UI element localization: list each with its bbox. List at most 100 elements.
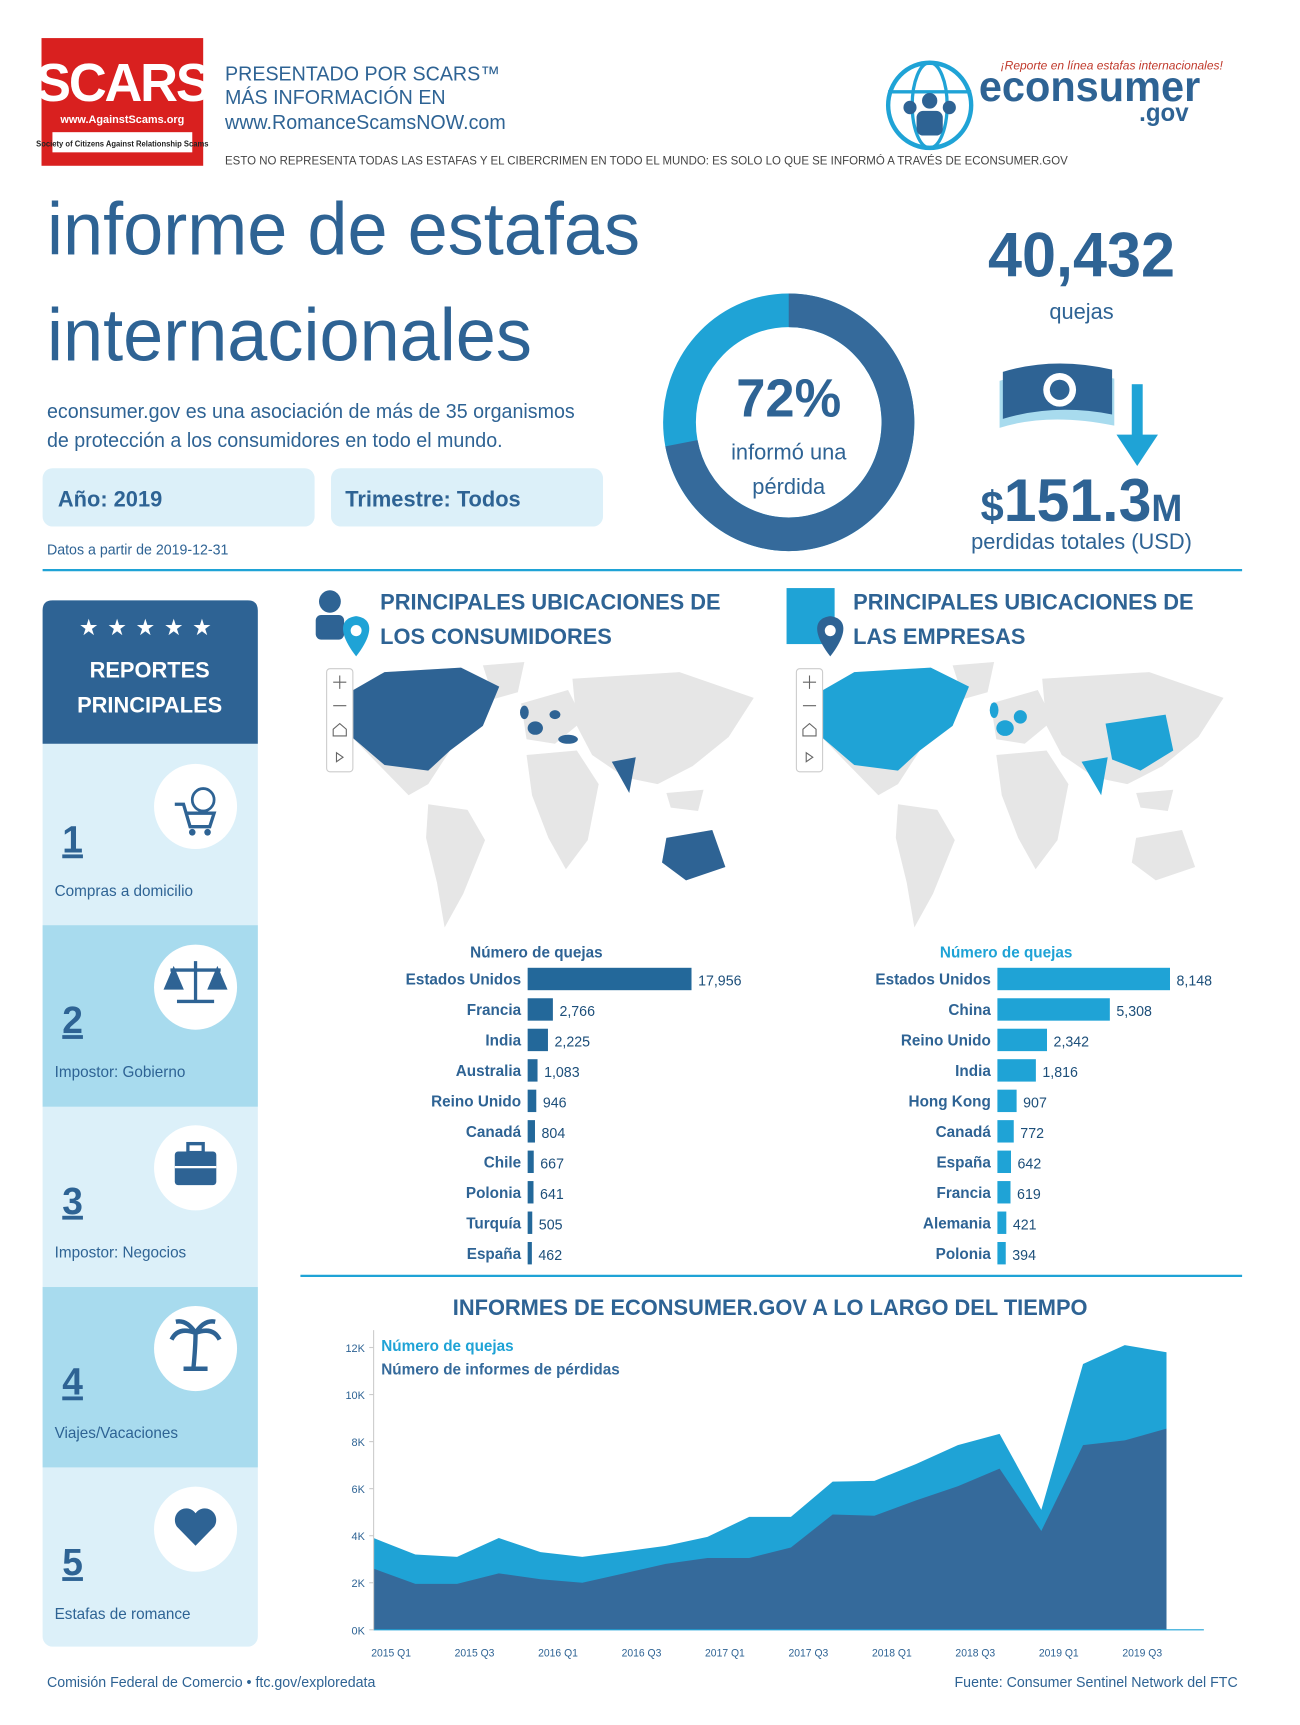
consumer-map: [329, 661, 754, 928]
zoom-icons[interactable]: [802, 675, 817, 763]
category-label: Chile: [484, 1154, 522, 1171]
bar: [527, 1211, 533, 1234]
category-label: Alemania: [923, 1215, 991, 1232]
category-label: Reino Unido: [431, 1093, 521, 1110]
donut-segment: [665, 293, 915, 552]
category-label: Turquía: [466, 1215, 521, 1232]
zoom-controls[interactable]: [795, 668, 824, 773]
filter-label[interactable]: Año: 2019: [58, 486, 162, 511]
money-icon: [999, 363, 1158, 466]
sidebar-title: REPORTES: [90, 657, 210, 682]
highlight-region: [1013, 710, 1027, 724]
complaints-label: quejas: [1049, 299, 1113, 324]
value-label: 772: [1020, 1126, 1044, 1142]
losses-label: perdidas totales (USD): [971, 529, 1192, 554]
bar: [527, 1059, 538, 1082]
highlight-region: [558, 734, 578, 744]
report-label: Estafas de romance: [55, 1606, 191, 1623]
category-label: China: [948, 1002, 991, 1019]
cart-icon: [174, 802, 217, 829]
palm-icon: [169, 1319, 222, 1372]
person-icon: [942, 100, 956, 115]
presented-line: www.RomanceScamsNOW.com: [224, 112, 506, 134]
logo-text: SCARS: [36, 53, 209, 113]
report-label: Compras a domicilio: [55, 883, 193, 900]
category-label: Polonia: [466, 1185, 522, 1202]
category-label: India: [485, 1032, 521, 1049]
x-tick-label: 2017 Q1: [705, 1648, 745, 1660]
category-label: Canadá: [466, 1124, 522, 1141]
category-label: Australia: [456, 1063, 522, 1080]
wheel: [188, 828, 196, 836]
bar: [997, 1059, 1036, 1082]
heart-icon: [174, 1508, 217, 1546]
report-rank: 3: [62, 1179, 83, 1222]
bar: [997, 1150, 1011, 1173]
consumer-bar-chart: Número de quejas Estados Unidos 17,956 Fran…: [406, 945, 741, 1265]
complaints-value: 40,432: [988, 221, 1175, 291]
x-tick-label: 2016 Q3: [622, 1648, 662, 1660]
sidebar-header: [42, 600, 258, 744]
highlight-region: [989, 702, 999, 719]
y-tick-label: 4K: [352, 1531, 366, 1543]
category-label: Estados Unidos: [406, 971, 521, 988]
value-label: 505: [539, 1217, 563, 1233]
losses-prefix: $: [981, 482, 1004, 530]
category-label: Francia: [467, 1002, 522, 1019]
timeline-title: INFORMES DE ECONSUMER.GOV A LO LARGO DEL…: [453, 1295, 1088, 1320]
category-label: Estados Unidos: [875, 971, 990, 988]
map-title: LAS EMPRESAS: [853, 624, 1025, 649]
map-title: PRINCIPALES UBICACIONES DE: [380, 589, 720, 614]
x-tick-label: 2017 Q3: [789, 1648, 829, 1660]
consumer-map-icon: [315, 590, 370, 657]
description: de protección a los consumidores en todo…: [47, 430, 503, 452]
filter-box[interactable]: [42, 468, 315, 527]
value-label: 421: [1013, 1217, 1037, 1233]
bar: [997, 1211, 1007, 1234]
category-label: Reino Unido: [901, 1032, 991, 1049]
bar: [527, 1242, 532, 1265]
filter-label[interactable]: Trimestre: Todos: [345, 486, 520, 511]
wheel: [204, 828, 211, 836]
filter-box[interactable]: [331, 468, 604, 527]
business-map-icon: [786, 588, 844, 657]
legend-entry: Número de quejas: [381, 1338, 513, 1355]
x-tick-label: 2018 Q3: [955, 1648, 995, 1660]
value-label: 667: [540, 1156, 564, 1172]
highlight-region: [1081, 757, 1108, 796]
zoom-icons[interactable]: [332, 675, 347, 763]
person-icon: [922, 92, 938, 109]
y-tick-label: 8K: [352, 1437, 366, 1449]
category-label: Hong Kong: [909, 1093, 991, 1110]
value-label: 641: [540, 1187, 564, 1203]
down-arrow: [1131, 384, 1143, 438]
presented-line: PRESENTADO POR SCARS™: [225, 63, 500, 85]
highlight-region: [1105, 714, 1174, 771]
value-label: 5,308: [1116, 1004, 1152, 1020]
presented-line: MÁS INFORMACIÓN EN: [225, 86, 446, 109]
pin-dot: [350, 625, 362, 637]
person-head: [318, 590, 341, 613]
bar: [527, 967, 692, 991]
category-label: España: [937, 1154, 992, 1171]
bar: [527, 1028, 548, 1052]
logo-tagline: Society of Citizens Against Relationship…: [36, 140, 208, 149]
logo-band: [52, 132, 193, 153]
person-icon: [916, 110, 943, 136]
x-tick-label: 2016 Q1: [538, 1648, 578, 1660]
donut-annotation: informó una: [731, 439, 847, 464]
zoom-controls[interactable]: [326, 668, 354, 773]
stars: ★★★★★: [79, 615, 221, 640]
value-label: 2,225: [555, 1035, 591, 1051]
bar: [527, 1089, 537, 1113]
map-title: PRINCIPALES UBICACIONES DE: [853, 589, 1193, 614]
sidebar-title: PRINCIPALES: [77, 692, 222, 717]
highlight-region: [611, 757, 636, 794]
report-rank: 2: [62, 999, 83, 1042]
map-controls: [326, 668, 824, 773]
area: [373, 1428, 1167, 1630]
data-date: Datos a partir de 2019-12-31: [47, 542, 228, 558]
report-label: Viajes/Vacaciones: [55, 1425, 179, 1442]
